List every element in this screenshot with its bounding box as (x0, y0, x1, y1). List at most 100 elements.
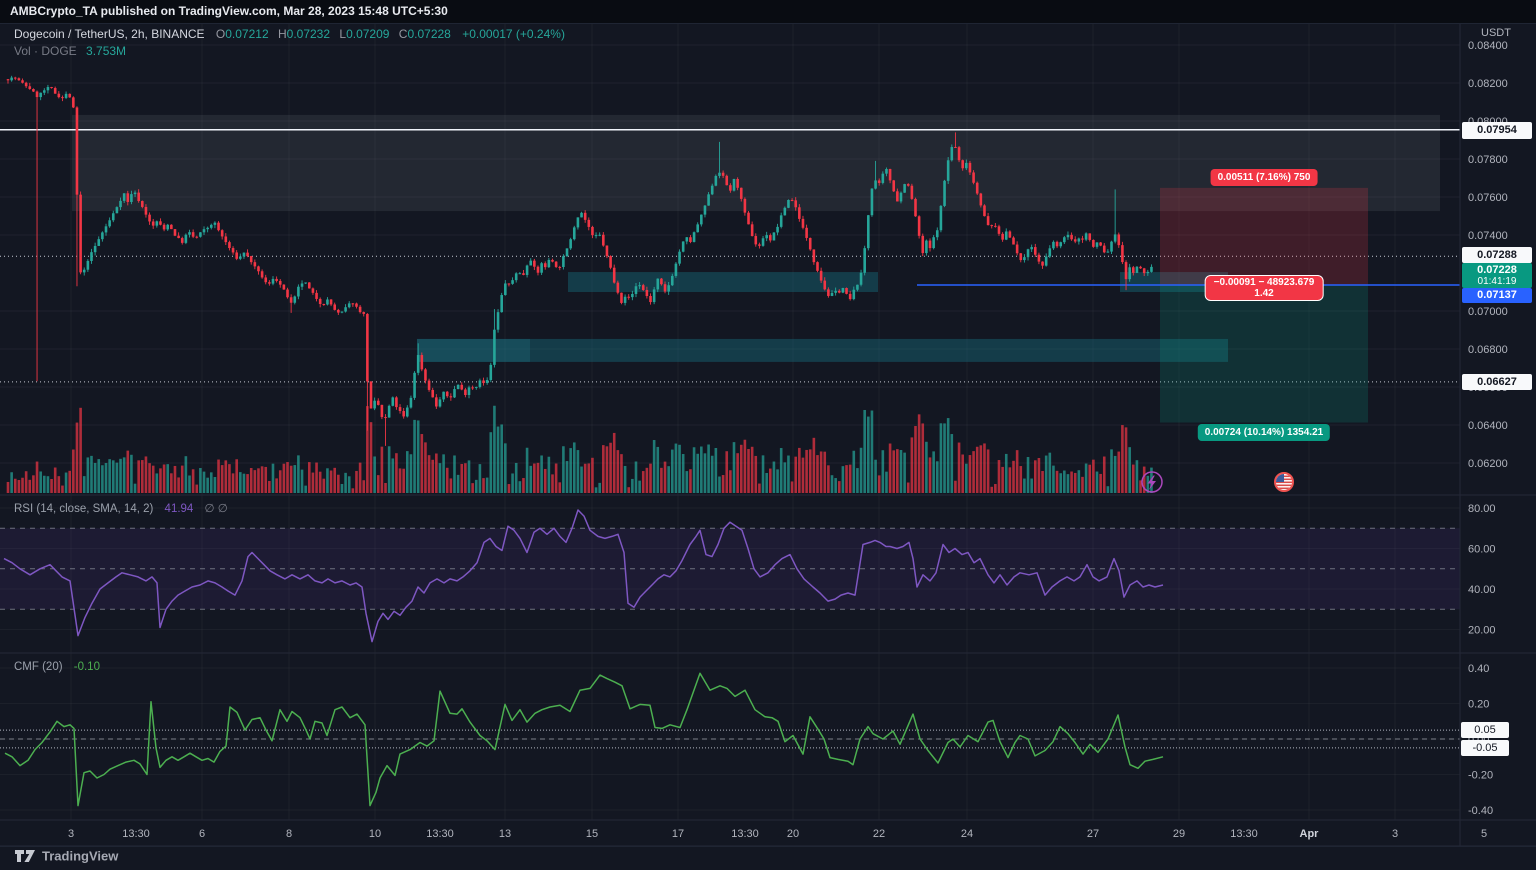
svg-text:0.07400: 0.07400 (1468, 230, 1508, 242)
demand-teal-lower (417, 338, 1228, 362)
ohlc-open-value: 0.07212 (225, 27, 269, 41)
svg-text:0.20: 0.20 (1468, 699, 1489, 711)
svg-text:8: 8 (286, 828, 292, 840)
svg-text:0.07000: 0.07000 (1468, 306, 1508, 318)
svg-text:Apr: Apr (1300, 828, 1320, 840)
time-axis[interactable]: 3 13:30 6 8 10 13:30 13 15 17 13:30 20 22 24 27 29 13:3… (68, 828, 1487, 840)
last-price-value: 0.07228 (1477, 264, 1517, 276)
rsi-line (3, 509, 1164, 643)
svg-text:13:30: 13:30 (426, 828, 454, 840)
volume-value: 3.753M (86, 44, 127, 58)
cmf-lower-level-badge: -0.05 (1461, 740, 1509, 756)
svg-text:0.07800: 0.07800 (1468, 154, 1508, 166)
symbol-legend[interactable]: Dogecoin / TetherUS, 2h, BINANCE O0.0721… (14, 27, 565, 41)
bar-countdown: 01:41:19 (1477, 276, 1517, 287)
position-risk-box (1160, 187, 1368, 285)
publication-title: AMBCrypto_TA published on TradingView.co… (10, 4, 448, 18)
price-axis[interactable]: USDT0.084000.082000.080000.078000.076000… (1468, 27, 1511, 817)
position-stop-label[interactable]: 0.00724 (10.14%) 1354.21 (1197, 424, 1331, 441)
tradingview-brand[interactable]: TradingView (42, 848, 119, 864)
svg-text:13: 13 (499, 828, 511, 840)
svg-text:6: 6 (199, 828, 205, 840)
resistance-price-badge: 0.07954 (1462, 122, 1532, 139)
position-entry-line1: −0.00091 − 48923.679 (1213, 277, 1315, 288)
cmf-line (4, 672, 1164, 807)
cmf-value: -0.10 (73, 661, 100, 673)
svg-text:24: 24 (961, 828, 973, 840)
tradingview-logo-icon[interactable] (14, 848, 36, 864)
ohlc-close-label: C (398, 27, 408, 41)
long-position-tool[interactable] (1160, 187, 1368, 423)
position-entry-line2: 1.42 (1254, 288, 1274, 299)
publication-header: AMBCrypto_TA published on TradingView.co… (0, 0, 1536, 24)
entry-price-badge: 0.07137 (1462, 288, 1532, 303)
svg-text:10: 10 (369, 828, 381, 840)
rsi-value: 41.94 (164, 503, 194, 515)
quick-trade-lightning-icon[interactable] (1141, 471, 1163, 493)
svg-text:0.08200: 0.08200 (1468, 78, 1508, 90)
svg-text:29: 29 (1173, 828, 1185, 840)
position-entry-label[interactable]: −0.00091 − 48923.679 1.42 (1204, 275, 1324, 301)
svg-text:13:30: 13:30 (1230, 828, 1258, 840)
ohlc-low-value: 0.07209 (346, 27, 390, 41)
svg-text:0.07600: 0.07600 (1468, 192, 1508, 204)
svg-text:15: 15 (586, 828, 598, 840)
price-zones (72, 114, 1440, 362)
ohlc-close-value: 0.07228 (407, 27, 451, 41)
position-target-label[interactable]: 0.00511 (7.16%) 750 (1210, 169, 1318, 186)
ohlc-high-value: 0.07232 (286, 27, 331, 41)
svg-text:13:30: 13:30 (731, 828, 759, 840)
ohlc-high-label: H (277, 27, 287, 41)
svg-text:5: 5 (1481, 828, 1487, 840)
chart-buttons[interactable] (1141, 471, 1294, 493)
position-reward-box (1160, 284, 1368, 423)
svg-text:60.00: 60.00 (1468, 544, 1496, 556)
demand-teal-lower-bright (417, 338, 530, 362)
us-flag-icon[interactable] (1274, 472, 1294, 492)
svg-text:20: 20 (787, 828, 799, 840)
svg-text:80.00: 80.00 (1468, 503, 1496, 515)
rsi-hidden-values: ∅ ∅ (204, 503, 228, 515)
svg-text:0.08400: 0.08400 (1468, 40, 1508, 52)
cmf-legend[interactable]: CMF (20) -0.10 (14, 661, 100, 673)
svg-text:17: 17 (672, 828, 684, 840)
candles (6, 75, 1153, 446)
cmf-pane (0, 672, 1460, 807)
level-price-badge: 0.07288 (1462, 247, 1532, 263)
supply-gray (72, 114, 1440, 212)
svg-text:0.40: 0.40 (1468, 663, 1489, 675)
demand-teal-upper-b (1120, 272, 1228, 292)
svg-text:0.06400: 0.06400 (1468, 420, 1508, 432)
svg-text:3: 3 (1392, 828, 1398, 840)
svg-text:0.06200: 0.06200 (1468, 458, 1508, 470)
svg-text:0.06800: 0.06800 (1468, 344, 1508, 356)
volume-label: Vol · DOGE (14, 44, 77, 58)
symbol-title[interactable]: Dogecoin / TetherUS, 2h, BINANCE (14, 27, 205, 41)
cmf-upper-level-badge: 0.05 (1461, 722, 1509, 738)
rsi-title[interactable]: RSI (14, close, SMA, 14, 2) (14, 503, 154, 515)
svg-text:40.00: 40.00 (1468, 584, 1496, 596)
rsi-legend[interactable]: RSI (14, close, SMA, 14, 2) 41.94 ∅ ∅ (14, 501, 228, 515)
ohlc-low-label: L (339, 27, 347, 41)
ohlc-open-label: O (215, 27, 226, 41)
demand-teal-upper-a (568, 272, 878, 292)
svg-text:20.00: 20.00 (1468, 625, 1496, 637)
svg-text:-0.20: -0.20 (1468, 770, 1493, 782)
svg-text:22: 22 (873, 828, 885, 840)
support-price-badge: 0.06627 (1462, 374, 1532, 390)
svg-text:27: 27 (1087, 828, 1099, 840)
volume-legend[interactable]: Vol · DOGE 3.753M (14, 44, 126, 58)
tradingview-footer: TradingView (0, 846, 1536, 870)
volume-bars (6, 405, 1153, 493)
svg-text:3: 3 (68, 828, 74, 840)
cmf-title[interactable]: CMF (20) (14, 661, 63, 673)
last-price-badge: 0.07228 01:41:19 (1462, 263, 1532, 288)
price-change: +0.00017 (+0.24%) (462, 27, 565, 41)
svg-text:-0.40: -0.40 (1468, 805, 1493, 817)
price-levels (0, 128, 1460, 383)
svg-text:13:30: 13:30 (122, 828, 150, 840)
rsi-pane (0, 509, 1460, 643)
axis-currency-label: USDT (1481, 27, 1511, 39)
